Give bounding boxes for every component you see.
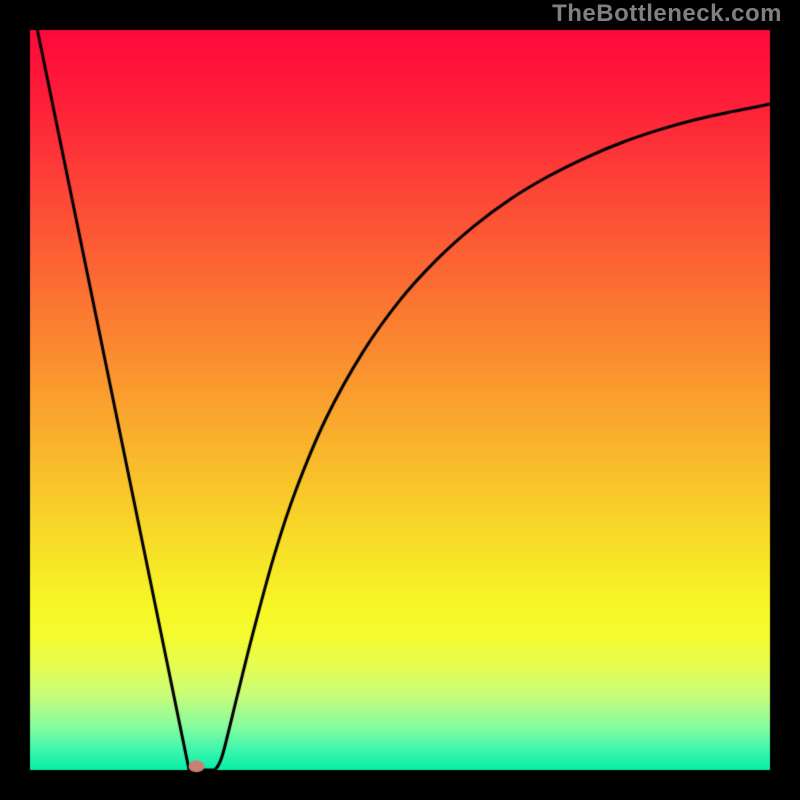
watermark-text: TheBottleneck.com	[552, 0, 782, 28]
bottleneck-chart	[0, 0, 800, 800]
